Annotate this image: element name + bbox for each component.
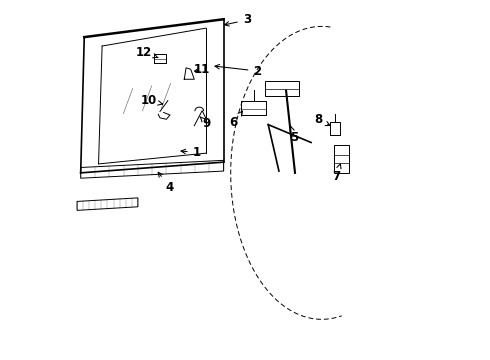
Text: 9: 9	[200, 117, 211, 130]
Text: 8: 8	[314, 113, 330, 126]
Text: 7: 7	[332, 164, 341, 183]
Text: 11: 11	[193, 63, 210, 76]
Text: 5: 5	[290, 126, 298, 144]
Text: 12: 12	[136, 46, 158, 59]
Text: 6: 6	[229, 111, 243, 129]
Text: 4: 4	[158, 172, 174, 194]
Text: 2: 2	[215, 64, 262, 77]
Text: 3: 3	[224, 13, 251, 27]
Text: 10: 10	[141, 94, 163, 107]
Text: 1: 1	[181, 146, 201, 159]
